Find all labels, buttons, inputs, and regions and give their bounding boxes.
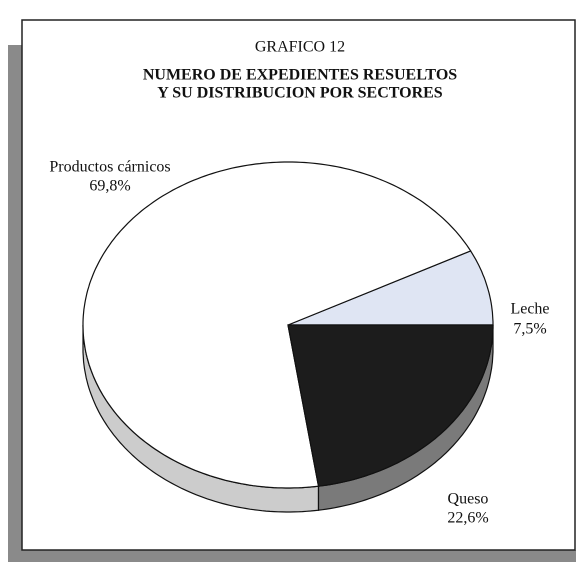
chart-subtitle: NUMERO DE EXPEDIENTES RESUELTOS (143, 67, 457, 84)
slice-value-label: 7,5% (513, 321, 546, 338)
slice-value-label: 22,6% (447, 510, 488, 527)
slice-value-label: 69,8% (89, 178, 130, 195)
slice-label: Queso (448, 491, 489, 508)
chart-subtitle: Y SU DISTRIBUCION POR SECTORES (157, 85, 443, 102)
frame-shadow (8, 45, 22, 562)
slice-label: Leche (510, 301, 549, 318)
slice (287, 324, 494, 487)
slice (287, 250, 494, 326)
slice (82, 161, 472, 489)
frame-shadow (8, 550, 576, 562)
slice-label: Productos cárnicos (49, 159, 170, 176)
chart-title: GRAFICO 12 (255, 39, 345, 56)
